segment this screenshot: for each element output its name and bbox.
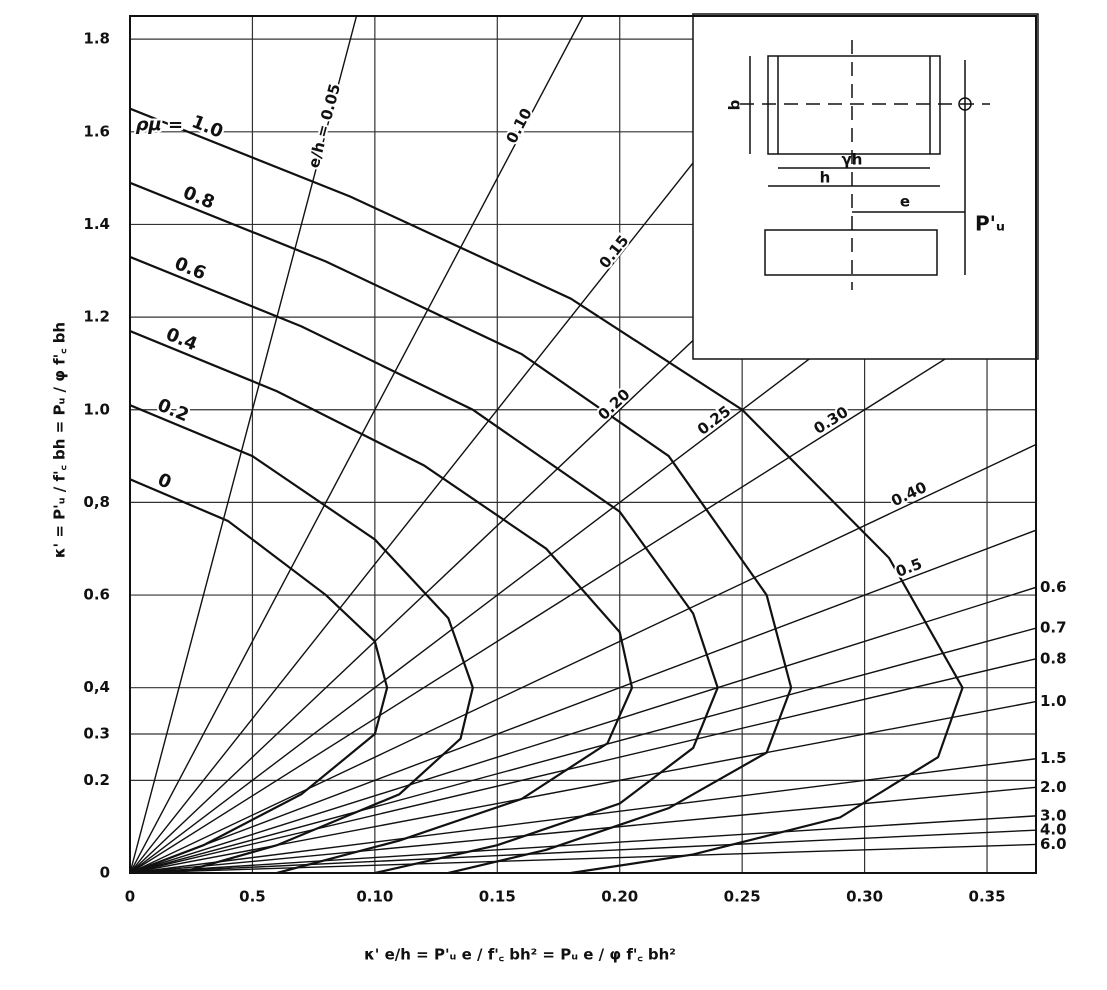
curve-annotation: ρμ = <box>136 114 183 135</box>
curve-label: 0.8 <box>180 182 217 213</box>
section-diagram: b γh h e P'ᵤ <box>693 14 1038 359</box>
eh-label: 6.0 <box>1040 835 1067 853</box>
y-tick-label: 0.6 <box>83 586 110 604</box>
x-tick-label: 0.35 <box>969 888 1006 906</box>
curve-label: 1.0 <box>189 111 226 142</box>
curve-label: 0.2 <box>154 395 192 427</box>
eh-label: e/h = 0.05 <box>305 82 344 170</box>
eh-line <box>130 445 1036 874</box>
inset-label: b <box>726 99 744 110</box>
inset-label: P'ᵤ <box>975 212 1005 236</box>
y-tick-label: 1.0 <box>83 400 110 418</box>
x-tick-label: 0.5 <box>239 888 266 906</box>
eh-line <box>130 816 1036 873</box>
y-tick-label: 1.4 <box>83 215 110 233</box>
x-tick-label: 0 <box>125 888 135 906</box>
interaction-curve <box>130 405 473 873</box>
y-tick-label: 1.8 <box>83 30 110 48</box>
inset-label: γh <box>842 151 863 169</box>
inset-label: e <box>900 193 910 211</box>
y-tick-label: 0.2 <box>83 771 110 789</box>
curve-label: 0.6 <box>171 253 208 284</box>
eh-label: 0.6 <box>1040 578 1067 596</box>
x-tick-label: 0.30 <box>846 888 883 906</box>
eh-label: 0.25 <box>694 402 734 439</box>
eh-label: 0.8 <box>1040 649 1067 667</box>
y-tick-label: 0,8 <box>83 493 110 511</box>
eh-label: 0.30 <box>811 403 852 438</box>
x-tick-label: 0.10 <box>356 888 393 906</box>
eh-label: 1.0 <box>1040 692 1067 710</box>
y-tick-label: 1.2 <box>83 308 110 326</box>
eh-line <box>130 659 1036 873</box>
inset-label: h <box>820 169 831 187</box>
y-tick-label: 0 <box>100 864 110 882</box>
chart: b γh h e P'ᵤ κ' e/h = P'ᵤ e / f'꜀ bh² = … <box>0 0 1107 990</box>
x-tick-label: 0.20 <box>601 888 638 906</box>
y-axis-label: κ' = P'ᵤ / f'꜀ bh = Pᵤ / φ f'꜀ bh <box>51 322 69 558</box>
y-tick-label: 0.3 <box>83 725 110 743</box>
eh-label: 2.0 <box>1040 778 1067 796</box>
eh-label: 0.5 <box>893 555 924 581</box>
curve-label: 0.4 <box>163 324 200 356</box>
x-tick-label: 0.25 <box>724 888 761 906</box>
y-tick-label: 0,4 <box>83 678 110 696</box>
y-tick-label: 1.6 <box>83 122 110 140</box>
eh-label: 0.7 <box>1040 619 1067 637</box>
eh-label: 0.10 <box>503 105 536 146</box>
x-tick-label: 0.15 <box>479 888 516 906</box>
eh-label: 0.15 <box>595 232 632 272</box>
eh-label: 1.5 <box>1040 749 1067 767</box>
x-axis-label: κ' e/h = P'ᵤ e / f'꜀ bh² = Pᵤ e / φ f'꜀ … <box>364 946 676 964</box>
